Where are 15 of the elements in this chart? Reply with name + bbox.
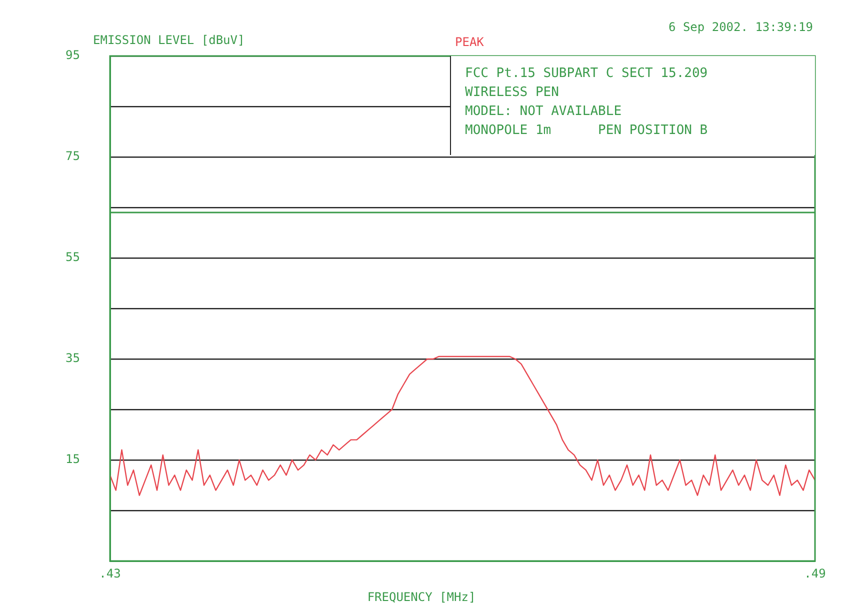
annotation: WIRELESS PEN	[465, 84, 560, 102]
x-tick-label: .49	[804, 566, 826, 580]
y-tick-label: 35	[66, 351, 80, 366]
y-tick-label: 55	[66, 250, 80, 264]
y-tick-label: 95	[66, 48, 80, 62]
y-axis-title: EMISSION LEVEL [dBuV]	[93, 33, 245, 47]
chart-subtitle: 6 Sep 2002. 13:39:19	[668, 20, 813, 34]
annotation: MONOPOLE 1m PEN POSITION B	[465, 122, 709, 140]
annotation: FCC Pt.15 SUBPART C SECT 15.209	[465, 65, 709, 83]
y-tick-label: 15	[66, 452, 80, 466]
x-tick-label: .43	[99, 566, 121, 580]
text: PEAK	[455, 35, 484, 49]
annotation: MODEL: NOT AVAILABLE	[465, 103, 623, 121]
x-axis-title: FREQUENCY [MHz]	[366, 590, 477, 604]
y-tick-label: 75	[66, 149, 80, 164]
